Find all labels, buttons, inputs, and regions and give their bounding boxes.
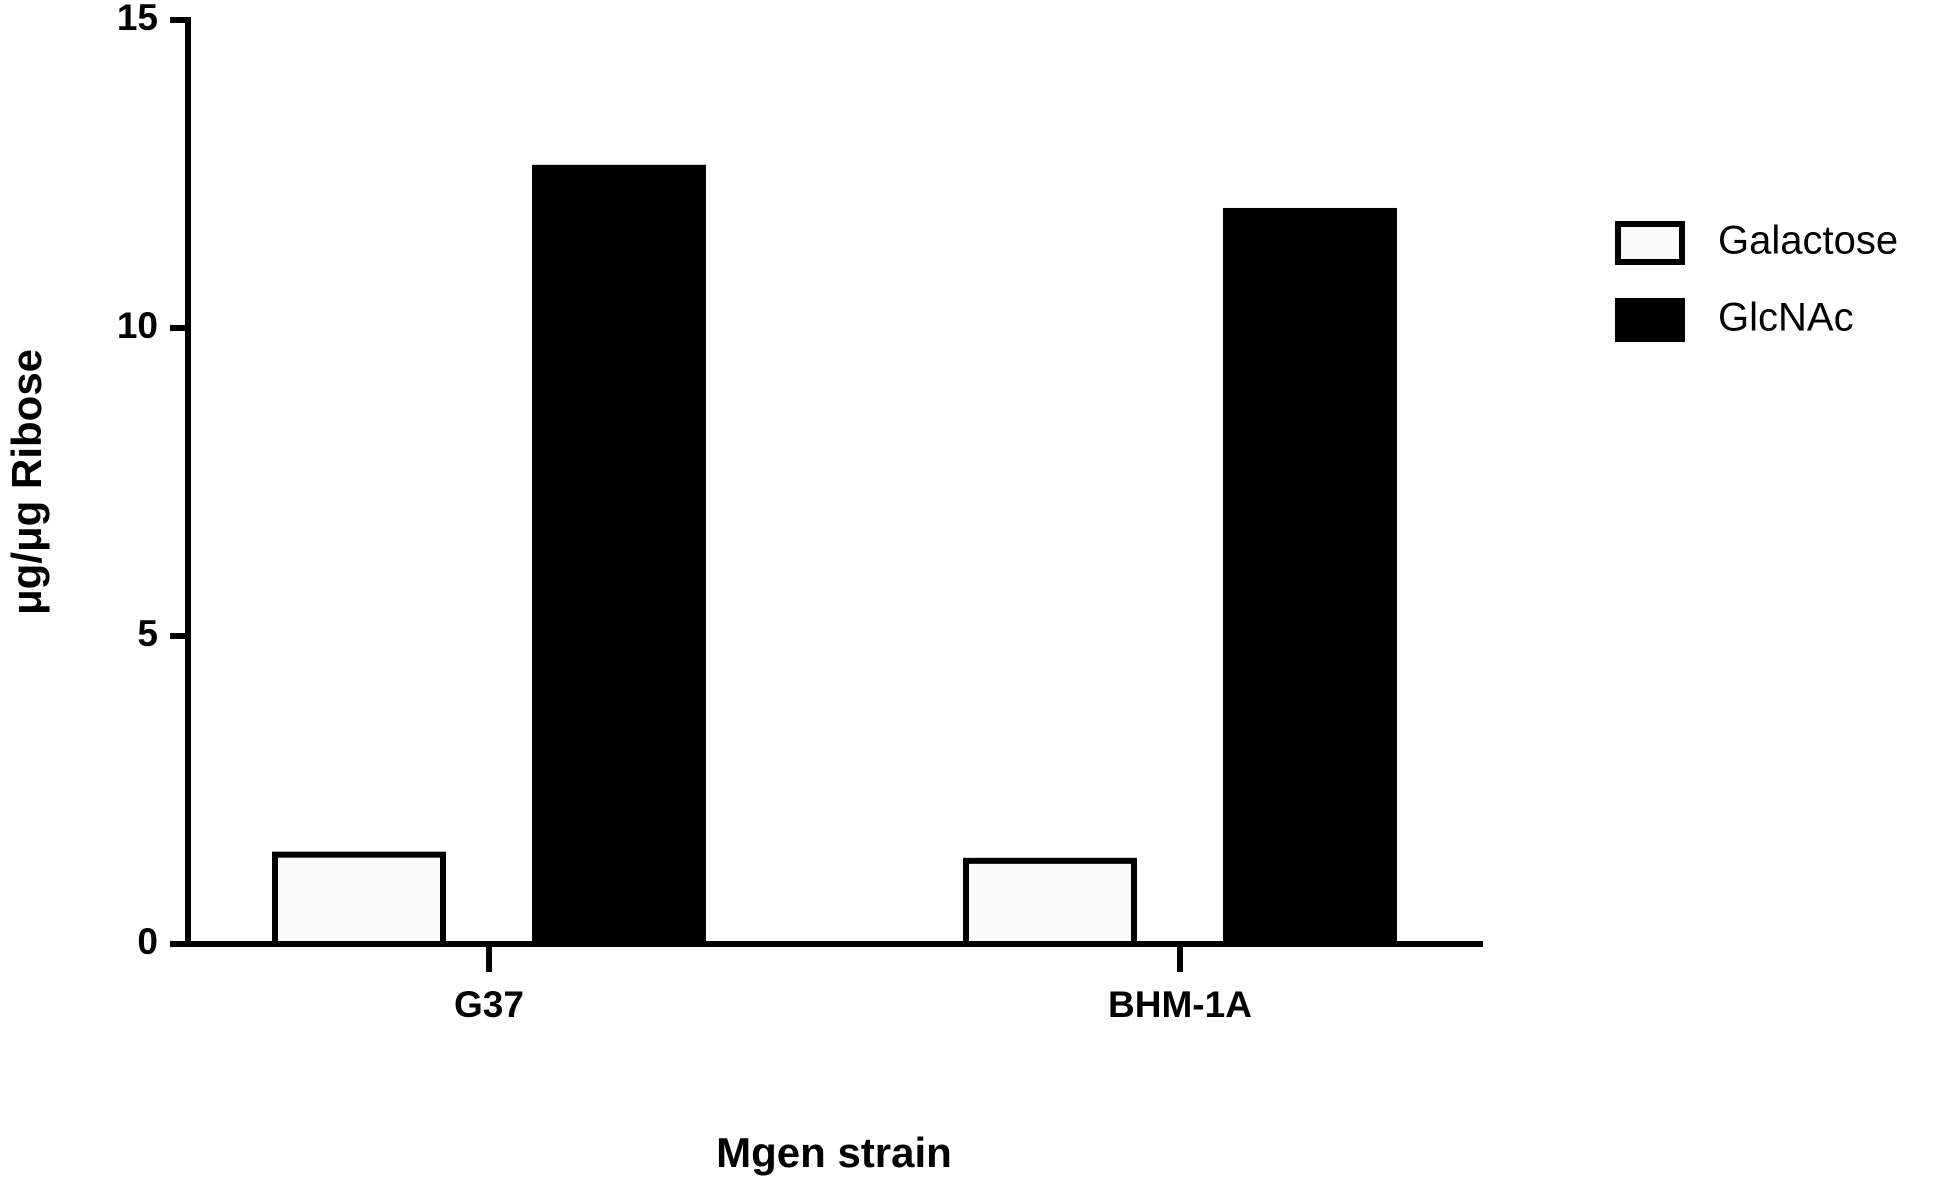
y-axis-title: μg/μg Ribose <box>3 349 50 615</box>
bar <box>532 164 706 947</box>
y-tick-label: 10 <box>117 305 158 346</box>
x-tick-label: BHM-1A <box>1108 984 1252 1025</box>
x-tick-label: G37 <box>454 984 524 1025</box>
legend-swatch <box>1615 221 1685 265</box>
y-tick-label: 0 <box>137 921 158 962</box>
bar <box>272 851 446 947</box>
y-tick-label: 15 <box>117 0 158 38</box>
bar <box>1223 207 1397 947</box>
legend-swatch <box>1615 298 1685 342</box>
y-tick-label: 5 <box>137 613 158 654</box>
legend-label: GlcNAc <box>1718 296 1854 340</box>
legend-label: Galactose <box>1718 219 1898 263</box>
bar <box>963 857 1137 948</box>
x-axis-title: Mgen strain <box>716 1129 952 1176</box>
